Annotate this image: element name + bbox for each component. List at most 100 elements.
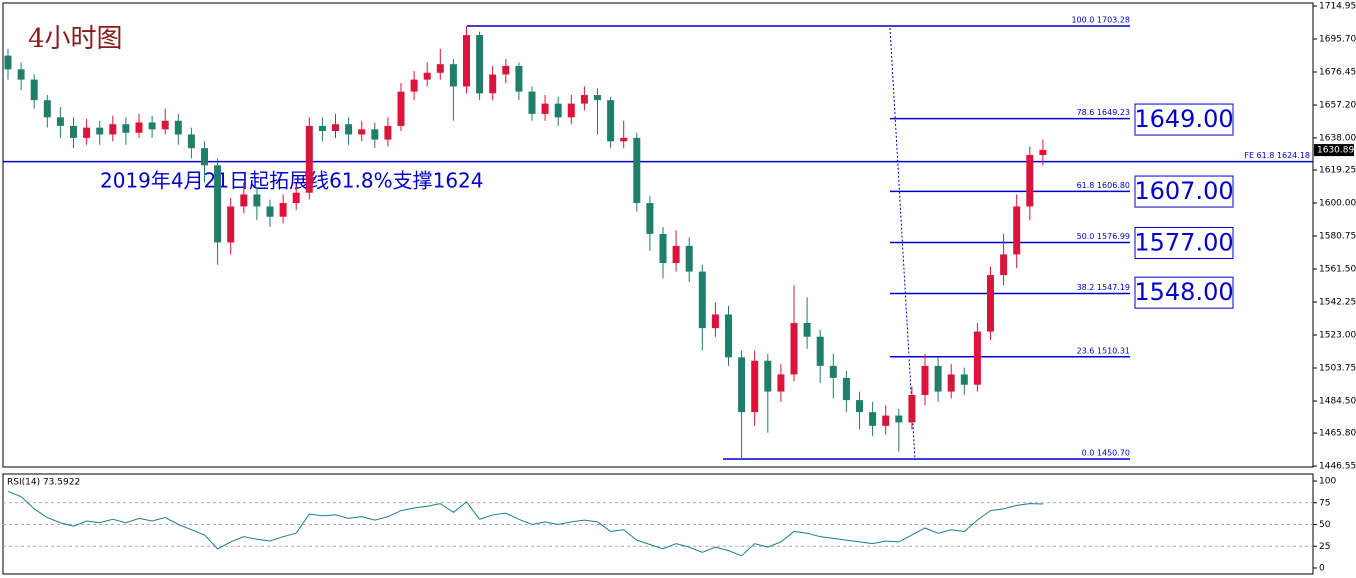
candle-body — [987, 275, 994, 332]
candle-body — [17, 69, 25, 80]
rsi-tick-label: 100 — [1319, 477, 1336, 487]
y-tick-label: 1561.50 — [1319, 265, 1356, 275]
candle-body — [882, 415, 890, 426]
candle-body — [214, 165, 222, 243]
candle-body — [567, 103, 575, 118]
candle-body — [528, 91, 536, 114]
target-box — [1134, 226, 1234, 259]
candle-body — [135, 122, 143, 133]
candle-body — [594, 95, 601, 101]
price-panel — [2, 2, 1314, 468]
y-tick-label: 1580.75 — [1319, 232, 1356, 242]
candle-body — [711, 314, 719, 329]
candle-body — [122, 124, 130, 133]
candle-body — [187, 134, 195, 149]
candle-body — [476, 35, 484, 94]
candle-body — [43, 100, 51, 118]
rsi-line — [7, 490, 1043, 557]
target-box — [1134, 276, 1234, 309]
candle-body — [751, 360, 759, 413]
candle-body — [174, 120, 182, 135]
candle-body — [1039, 149, 1047, 156]
candle-body — [764, 360, 772, 392]
y-tick-label: 1465.80 — [1319, 429, 1356, 439]
candle-body — [83, 127, 91, 138]
y-tick-label: 1446.55 — [1319, 462, 1356, 472]
candle-body — [410, 79, 418, 92]
annotation: 2019年4月21日起拓展线61.8%支撑1624 — [100, 169, 484, 193]
candle-body — [384, 125, 392, 140]
candle-body — [30, 79, 38, 101]
candle-body — [502, 65, 510, 75]
candle-body — [554, 103, 562, 118]
candle-body — [436, 64, 444, 73]
target-label: 1577.00 — [1134, 228, 1233, 256]
rsi-label: RSI(14) 73.5922 — [7, 478, 80, 488]
candle-body — [423, 72, 431, 80]
rsi-tick-label: 50 — [1319, 520, 1331, 530]
candle-body — [1026, 155, 1034, 207]
candle-body — [358, 129, 366, 135]
candle-body — [856, 400, 863, 413]
candle-body — [240, 194, 248, 207]
candle-body — [253, 194, 261, 207]
candle-body — [292, 192, 300, 204]
candle-body — [659, 233, 667, 264]
candle-body — [1000, 254, 1008, 276]
candle-body — [96, 127, 104, 135]
target-box — [1134, 103, 1234, 136]
candle-body — [201, 148, 208, 166]
candle-body — [777, 374, 785, 392]
candle-body — [332, 124, 339, 132]
candle-body — [318, 125, 326, 132]
candle-body — [397, 91, 405, 126]
target-label: 1607.00 — [1134, 177, 1233, 205]
fib-trend-line — [889, 27, 916, 461]
candle-body — [70, 125, 77, 138]
candle-body — [816, 336, 824, 366]
candle-body — [921, 365, 929, 396]
y-tick-label: 1503.75 — [1319, 364, 1356, 374]
candle-body — [515, 65, 523, 92]
candle-body — [305, 125, 313, 193]
candle-body — [109, 124, 117, 135]
rsi-tick-label: 0 — [1319, 564, 1325, 574]
candle-body — [227, 206, 235, 243]
y-tick-label: 1638.00 — [1319, 133, 1356, 143]
y-tick-label: 1484.50 — [1319, 397, 1356, 407]
candle-body — [148, 122, 156, 130]
candle-body — [685, 245, 693, 272]
y-tick-label: 1676.45 — [1319, 67, 1356, 77]
candle-body — [266, 206, 274, 217]
candle-body — [371, 129, 379, 140]
y-tick-label: 1714.95 — [1319, 1, 1356, 11]
candle-body — [580, 95, 588, 104]
candle-body — [607, 100, 615, 142]
candle-body — [725, 314, 732, 358]
rsi-tick-label: 25 — [1319, 542, 1330, 552]
fe-label: FE 61.8 1624.18 — [1244, 151, 1310, 160]
y-tick-label: 1619.25 — [1319, 166, 1356, 176]
candle-body — [463, 35, 470, 87]
rsi-tick-label: 75 — [1319, 498, 1330, 508]
chart-title: 4小时图 — [28, 24, 123, 54]
current-price-label: 1630.89 — [1317, 146, 1354, 156]
candle-body — [1013, 206, 1021, 255]
candle-body — [790, 323, 798, 375]
candle-body — [672, 245, 680, 264]
candle-body — [449, 64, 457, 87]
y-tick-label: 1542.25 — [1319, 298, 1356, 308]
candle-body — [646, 203, 654, 234]
fib-label: 61.8 1606.80 — [1077, 181, 1130, 190]
candle-body — [489, 74, 497, 94]
candle-body — [895, 415, 903, 423]
y-tick-label: 1600.00 — [1319, 199, 1356, 209]
fib-label: 38.2 1547.19 — [1077, 283, 1130, 292]
current-price-box — [1314, 144, 1354, 157]
candle-body — [829, 365, 837, 378]
candle-body — [803, 323, 811, 337]
fib-label: 23.6 1510.31 — [1077, 346, 1130, 355]
candle-body — [279, 203, 287, 217]
candle-body — [869, 412, 877, 426]
